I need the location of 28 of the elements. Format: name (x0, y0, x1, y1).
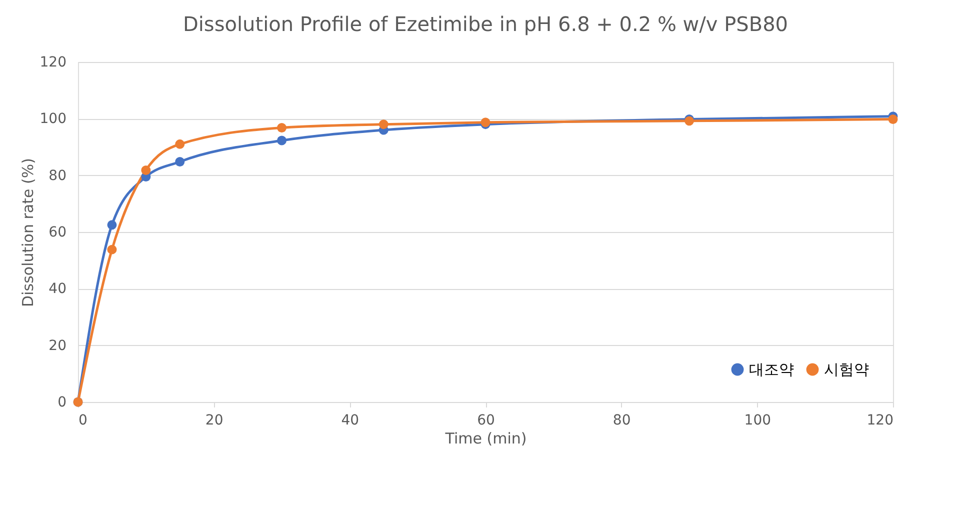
point (277, 136, 286, 146)
x-axis-title: Time (min) (444, 430, 527, 448)
point (277, 123, 286, 132)
x-tick-label: 40 (341, 412, 360, 428)
x-tick-label: 60 (477, 412, 495, 428)
point (107, 244, 117, 254)
y-tick-label: 100 (40, 111, 66, 128)
x-tick-label: 0 (78, 412, 88, 428)
y-tick-label: 20 (48, 338, 66, 354)
point (175, 139, 185, 149)
y-tick-label: 80 (48, 168, 66, 184)
y-axis-title: Dissolution rate (%) (18, 158, 37, 307)
chart-title: Dissolution Profile of Ezetimibe in pH 6.8 + 0.2 % w/v PSB80 (182, 12, 788, 36)
legend-label: 시험약 (824, 360, 869, 379)
point (107, 220, 117, 230)
y-tick-label: 40 (48, 281, 66, 298)
legend-label: 대조약 (749, 360, 794, 379)
point (378, 120, 388, 130)
x-tick-label: 80 (612, 412, 631, 428)
y-tick-label: 0 (58, 394, 66, 410)
point (888, 114, 898, 124)
x-tick-label: 20 (205, 412, 224, 428)
y-tick-label: 60 (48, 224, 66, 240)
x-tick-label: 120 (866, 412, 894, 428)
point (141, 166, 151, 175)
point (175, 157, 185, 166)
y-tick-label: 120 (40, 54, 66, 70)
x-tick-label: 100 (744, 412, 772, 428)
